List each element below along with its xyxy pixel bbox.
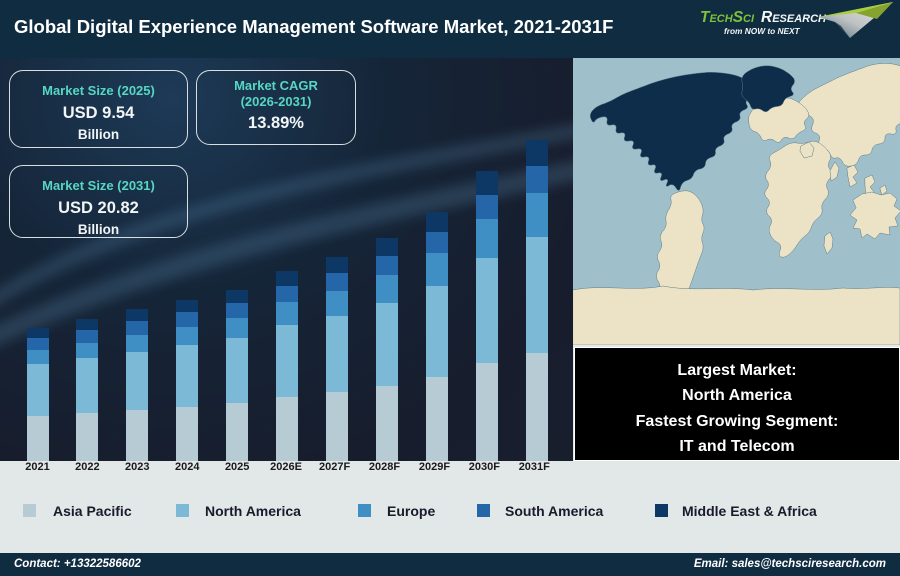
svg-text:from NOW to NEXT: from NOW to NEXT xyxy=(724,26,801,36)
svg-text:RESEARCH: RESEARCH xyxy=(761,9,827,26)
svg-text:TECHSCI: TECHSCI xyxy=(700,9,755,26)
